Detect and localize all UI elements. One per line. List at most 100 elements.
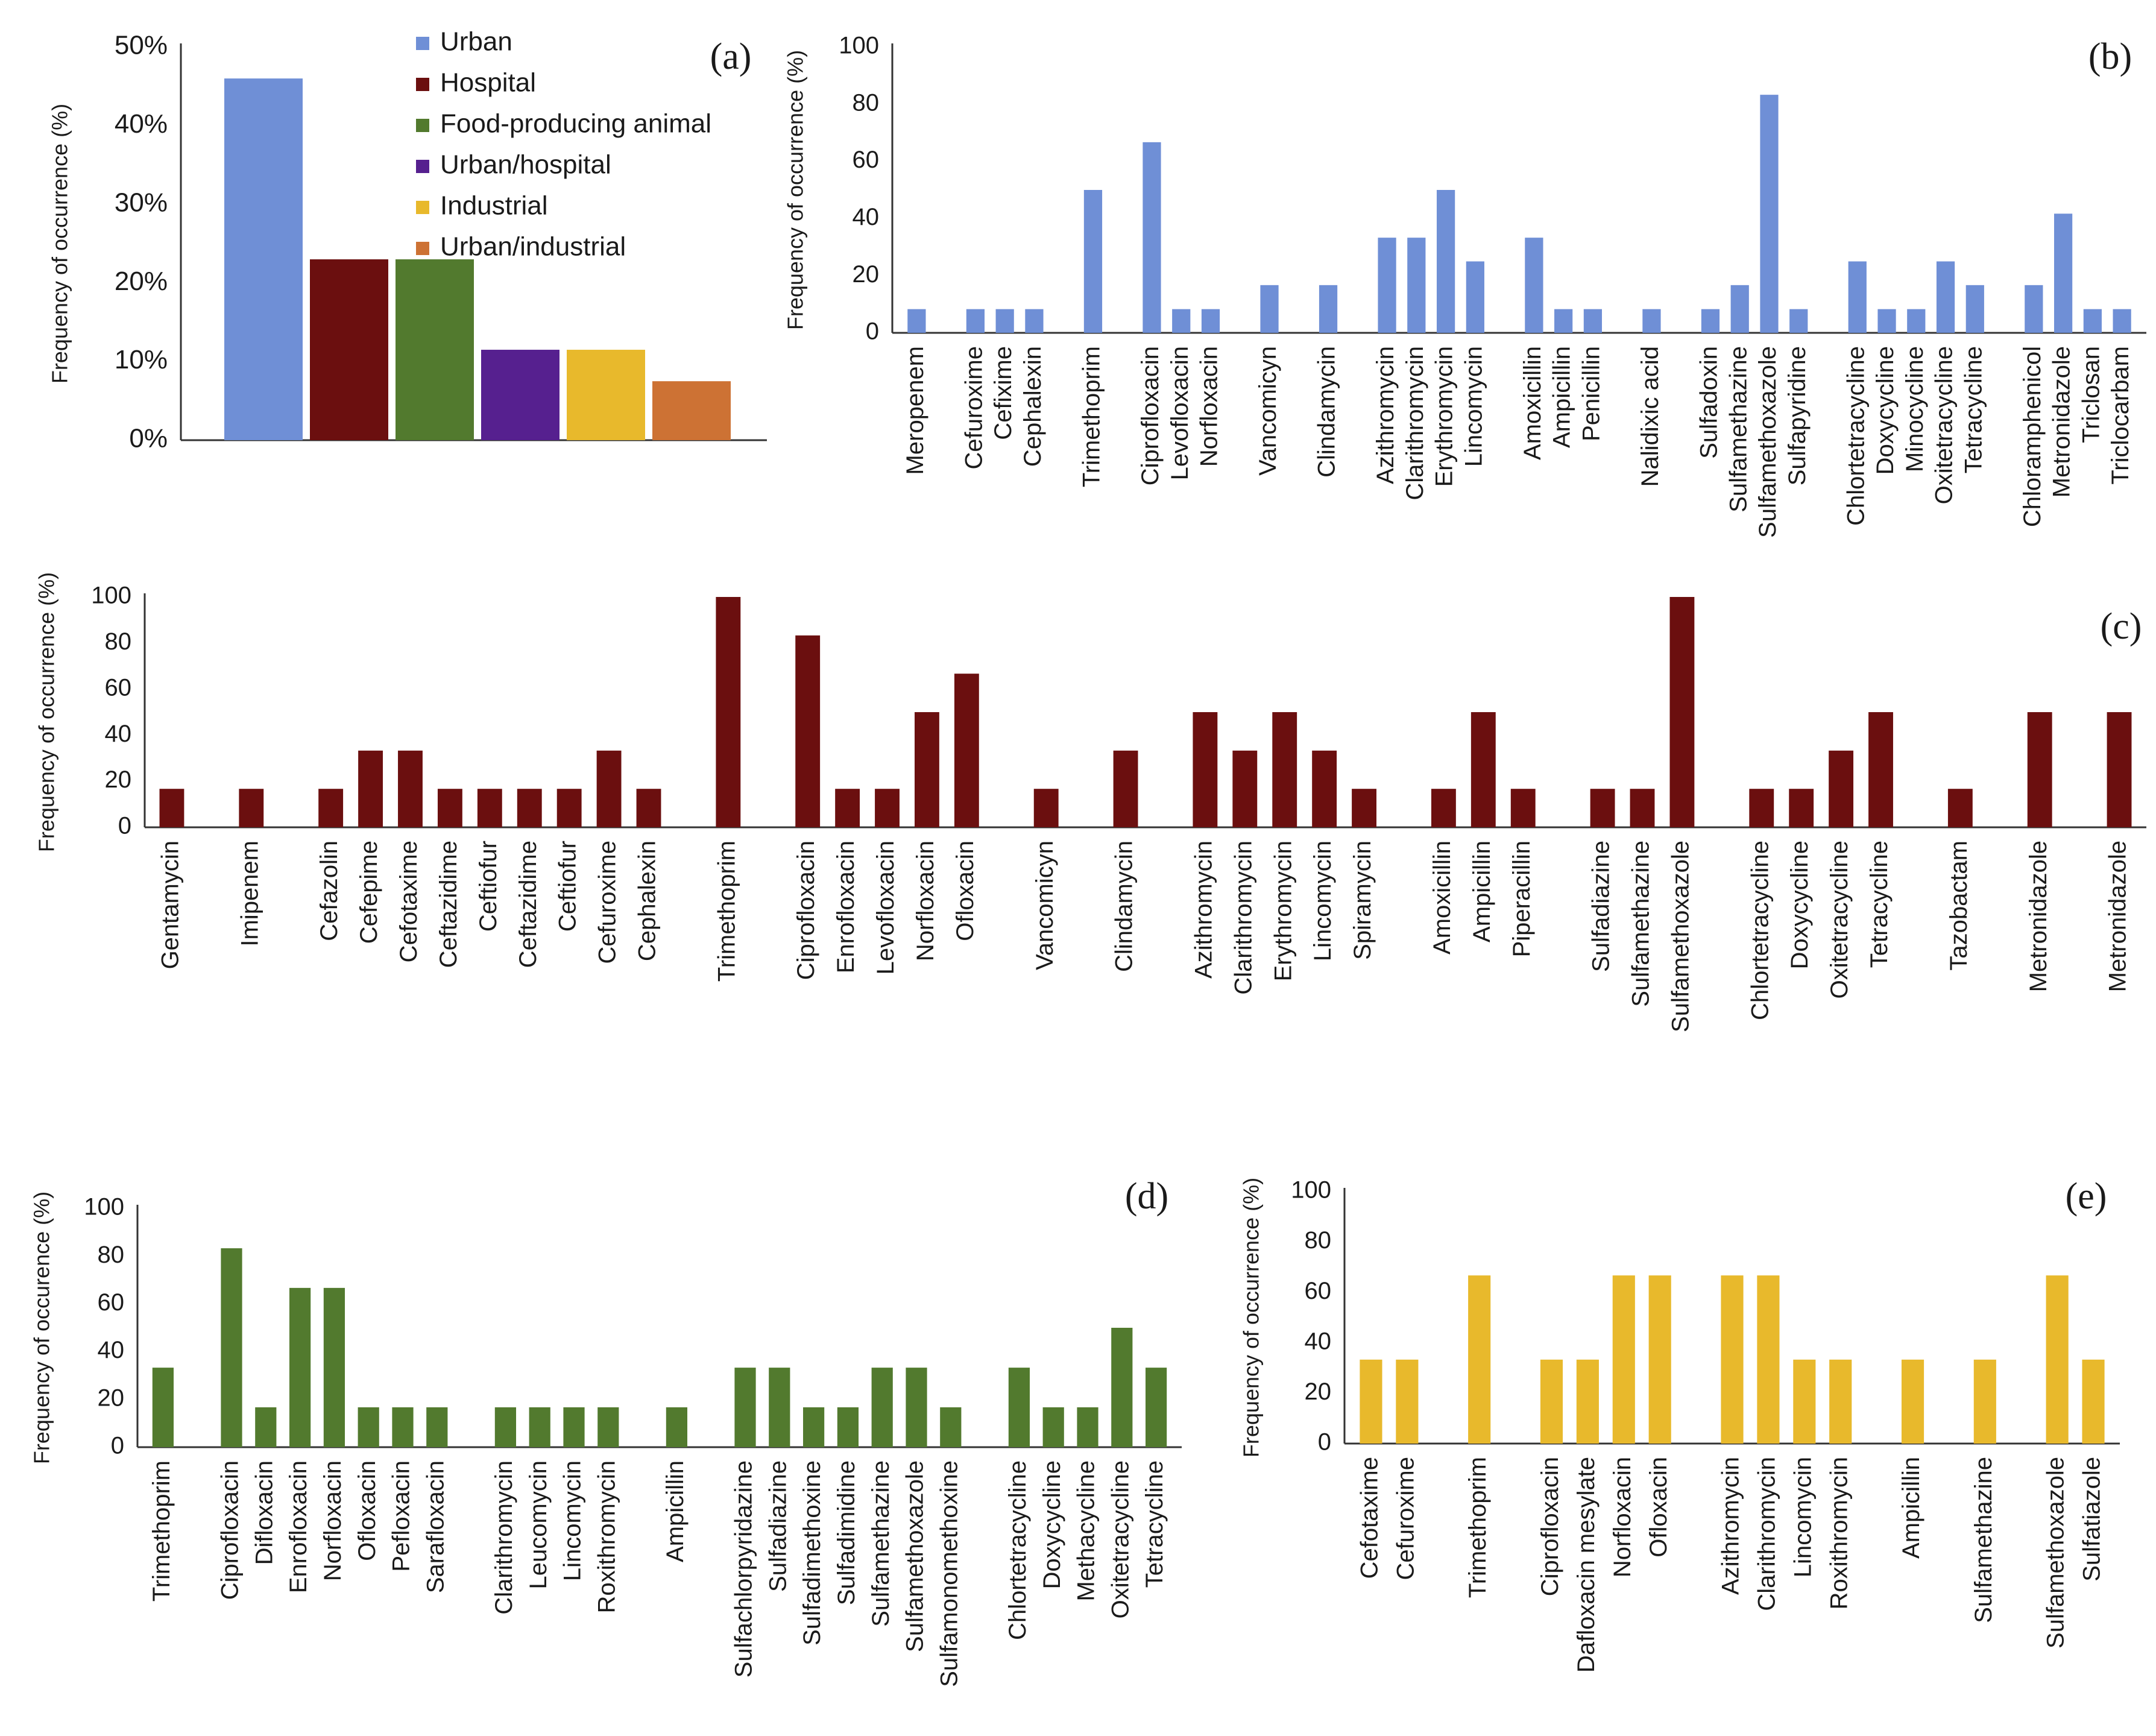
y-tick-label: 100	[91, 582, 131, 609]
category-label: Ceftazidime	[515, 841, 541, 968]
bar-ampicillin	[1554, 309, 1573, 333]
category-label: Lincomycin	[1460, 346, 1487, 467]
bar-enrofloxacin	[835, 789, 860, 827]
bar-erythromycin	[1272, 712, 1297, 827]
category-label: Sulfamethazine	[1628, 841, 1654, 1007]
category-label: Doxycycline	[1039, 1460, 1065, 1589]
y-tick-label: 50%	[115, 31, 168, 60]
y-axis-label: Frequency of occurrence (%)	[48, 104, 72, 383]
y-tick-label: 40	[1305, 1328, 1332, 1354]
bar-ciprofloxacin	[1540, 1359, 1563, 1444]
category-label: Clarithromycin	[1230, 841, 1256, 995]
category-label: Cefuroxime	[1392, 1457, 1419, 1580]
category-label: Clarithromycin	[491, 1460, 517, 1615]
category-label: Norfloxacin	[320, 1460, 346, 1581]
y-tick-label: 60	[105, 674, 132, 701]
legend-label: Urban/industrial	[440, 232, 626, 262]
bar-vancomicyn	[1260, 285, 1279, 333]
bar-penicillin	[1583, 309, 1603, 333]
bar-cephalexin	[1025, 309, 1044, 333]
bar-meropenem	[907, 309, 926, 333]
bar-clarithromycin	[1232, 750, 1258, 827]
y-axis-label: Frequency of occurrence (%)	[1239, 1178, 1264, 1457]
y-tick-label: 40%	[115, 109, 168, 139]
bar-hospital	[310, 259, 388, 440]
category-label: Tazobactam	[1946, 841, 1972, 971]
category-label: Ampicillin	[1469, 841, 1495, 942]
category-label: Clindamycin	[1314, 346, 1340, 478]
category-label: Cefotaxime	[1357, 1457, 1383, 1579]
category-label: Difloxacin	[251, 1460, 277, 1565]
category-label: Tetracycline	[1960, 346, 1987, 473]
category-label: Cefazolin	[316, 841, 342, 941]
bar-azithromycin	[1378, 238, 1396, 333]
category-label: Chloramphenicol	[2019, 346, 2046, 527]
category-label: Ceftazidime	[435, 841, 462, 968]
bar-sulfadiazine	[769, 1368, 790, 1447]
category-label: Sulfadimidine	[833, 1460, 860, 1605]
y-tick-label: 80	[105, 628, 132, 655]
category-label: Methacycline	[1073, 1460, 1100, 1601]
panel-d: (d) Frequency of occurence (%) 0 20 40 60 80 10…	[30, 1176, 1182, 1687]
category-label: Tetracycline	[1141, 1460, 1168, 1588]
category-label: Minocycline	[1902, 346, 1928, 472]
bar-tetracycline	[1145, 1368, 1167, 1447]
category-label: Triclosan	[2078, 346, 2104, 443]
category-label: Ampicillin	[662, 1460, 689, 1562]
y-tick-label: 100	[839, 33, 879, 59]
bar-ceftazidime	[437, 789, 462, 827]
category-label: Triclocarbam	[2107, 346, 2134, 485]
bar-triclosan	[2083, 309, 2102, 333]
bar-dafloxacin-mesylate	[1576, 1359, 1599, 1444]
y-tick-label: 0	[866, 318, 879, 345]
bar-azithromycin	[1721, 1275, 1744, 1444]
category-label: Sulfadoxin	[1696, 346, 1723, 459]
y-tick-label: 100	[1291, 1177, 1331, 1204]
bar-sulfamonomethoxine	[940, 1407, 962, 1447]
bar-chlortetracycline	[1008, 1368, 1030, 1447]
y-tick-label: 20	[853, 261, 880, 288]
bar-sulfadoxin	[1701, 309, 1720, 333]
bar-levofloxacin	[875, 789, 900, 827]
bar-erythromycin	[1436, 190, 1455, 333]
bar-cefotaxime	[398, 750, 423, 827]
y-tick-label: 20	[98, 1384, 125, 1411]
bar-trimethoprim	[1083, 190, 1103, 333]
legend-label: Food-producing animal	[440, 109, 711, 139]
bar-trimethoprim	[716, 597, 741, 827]
bar-tetracycline	[1868, 712, 1893, 827]
category-label: Enrofloxacin	[833, 841, 859, 973]
bar-gentamycin	[159, 789, 184, 827]
panel-b: (b) Frequency of occurrence (%) 0 20 40 60 80 1…	[783, 33, 2146, 538]
category-label: Sulfachlorpyridazine	[731, 1460, 757, 1678]
category-label: Pefloxacin	[388, 1460, 415, 1572]
bar-ceftiofur	[556, 789, 582, 827]
bar-amoxicillin	[1431, 789, 1456, 827]
category-label: Sulfapyridine	[1784, 346, 1811, 485]
bar-ciprofloxacin	[221, 1248, 242, 1447]
category-label: Sulfadiazine	[1588, 841, 1615, 972]
bar-ciprofloxacin	[795, 635, 821, 827]
bar-roxithromycin	[1829, 1359, 1852, 1444]
category-label: Cefuroxime	[960, 346, 987, 470]
bar-metronidazole	[2054, 213, 2073, 333]
category-label: Amoxicillin	[1519, 346, 1546, 460]
bar-cefazolin	[318, 789, 344, 827]
category-label: Sulfamonomethoxine	[936, 1460, 962, 1687]
category-label: Trimethoprim	[1079, 346, 1105, 487]
y-tick-label: 80	[98, 1242, 125, 1268]
category-label: Sarafloxacin	[422, 1460, 449, 1593]
category-label: Chlortetracycline	[1842, 346, 1869, 526]
category-label: Sulfamethazine	[868, 1460, 894, 1627]
category-label: Erythromycin	[1431, 346, 1458, 487]
category-label: Trimethoprim	[713, 841, 740, 982]
y-tick-label: 80	[1305, 1227, 1332, 1254]
panel-e: (e) Frequency of occurrence (%) 0 20 40 60 80 1…	[1239, 1176, 2120, 1673]
bar-clarithromycin	[1407, 238, 1426, 333]
panel-a: (a) Frequency of occurrence (%) 0% 10% 20% 30…	[48, 27, 767, 453]
category-label: Erythromycin	[1270, 841, 1296, 981]
bar-minocycline	[1907, 309, 1926, 333]
category-label: Levofloxacin	[872, 841, 899, 974]
category-label: Cefuroxime	[594, 841, 621, 964]
bar-sarafloxacin	[426, 1407, 448, 1447]
